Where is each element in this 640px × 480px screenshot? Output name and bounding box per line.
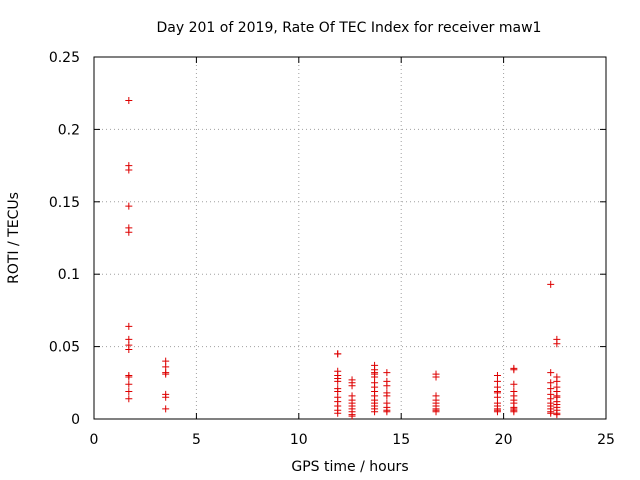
chart-title: Day 201 of 2019, Rate Of TEC Index for r… bbox=[157, 20, 542, 36]
data-point bbox=[432, 408, 440, 416]
data-point bbox=[383, 382, 391, 390]
data-point bbox=[553, 411, 561, 419]
y-tick-label: 0.05 bbox=[49, 340, 80, 356]
data-point bbox=[510, 366, 518, 374]
x-tick-label: 20 bbox=[495, 432, 513, 448]
data-point bbox=[125, 202, 133, 210]
data-point bbox=[125, 96, 133, 104]
data-point bbox=[371, 408, 379, 416]
data-point bbox=[383, 369, 391, 377]
data-point bbox=[334, 377, 342, 385]
data-point bbox=[125, 345, 133, 353]
data-point bbox=[432, 373, 440, 381]
data-point bbox=[493, 408, 501, 416]
data-point bbox=[125, 380, 133, 388]
y-tick-label: 0.15 bbox=[49, 195, 80, 211]
x-tick-label: 10 bbox=[290, 432, 308, 448]
x-tick-label: 15 bbox=[392, 432, 410, 448]
data-point bbox=[162, 405, 170, 413]
data-point bbox=[125, 395, 133, 403]
data-point bbox=[348, 412, 356, 420]
y-tick-label: 0 bbox=[71, 412, 80, 428]
x-tick-label: 25 bbox=[597, 432, 615, 448]
data-point bbox=[125, 322, 133, 330]
data-point bbox=[510, 408, 518, 416]
data-point bbox=[553, 340, 561, 348]
grid bbox=[94, 57, 606, 419]
data-point bbox=[383, 392, 391, 400]
data-point bbox=[334, 350, 342, 358]
data-point bbox=[547, 369, 555, 377]
data-point bbox=[348, 382, 356, 390]
data-point bbox=[334, 409, 342, 417]
data-point bbox=[125, 166, 133, 174]
data-points bbox=[125, 96, 561, 420]
data-point bbox=[162, 393, 170, 401]
data-point bbox=[383, 408, 391, 416]
plot-frame bbox=[93, 56, 607, 420]
data-point bbox=[125, 228, 133, 236]
y-tick-label: 0.2 bbox=[58, 122, 80, 138]
data-point bbox=[125, 387, 133, 395]
axis-ticks: 0 5 10 15 20 25 0 0.05 0.1 0.15 0.2 0.25 bbox=[49, 50, 615, 448]
y-axis-label: ROTI / TECUs bbox=[6, 192, 22, 284]
data-point bbox=[510, 380, 518, 388]
x-tick-label: 5 bbox=[192, 432, 201, 448]
y-tick-label: 0.25 bbox=[49, 50, 80, 66]
x-tick-label: 0 bbox=[90, 432, 99, 448]
data-point bbox=[162, 370, 170, 378]
x-axis-label: GPS time / hours bbox=[291, 459, 408, 475]
data-point bbox=[547, 409, 555, 417]
y-tick-label: 0.1 bbox=[58, 267, 80, 283]
data-point bbox=[547, 280, 555, 288]
data-point bbox=[125, 373, 133, 381]
